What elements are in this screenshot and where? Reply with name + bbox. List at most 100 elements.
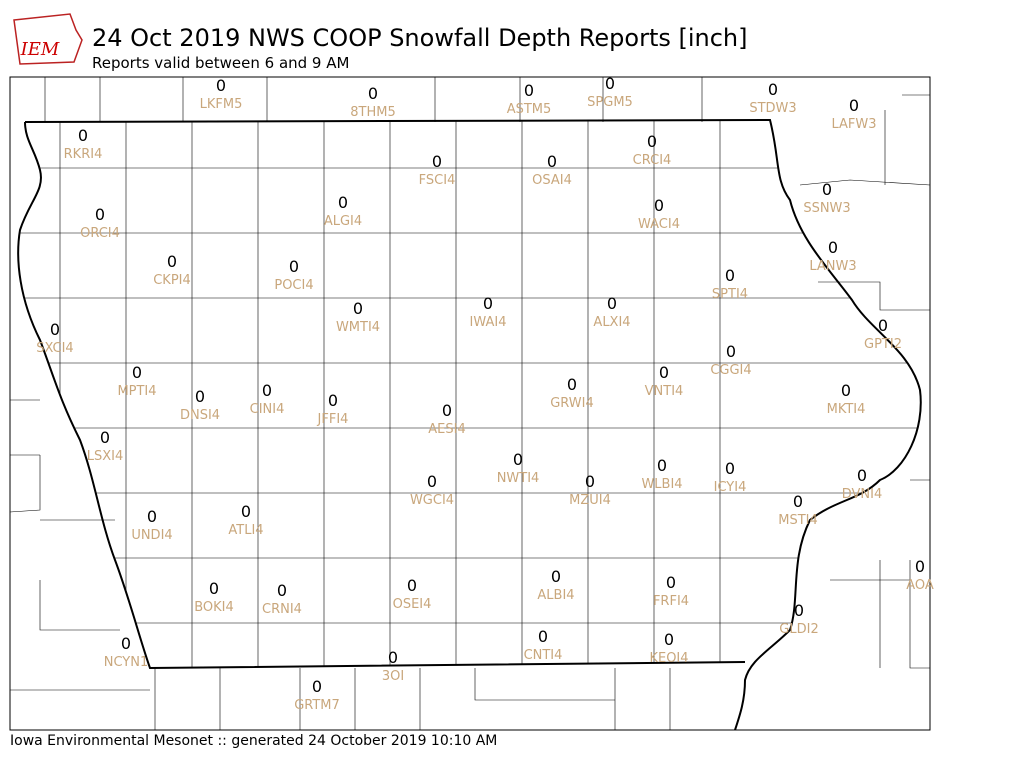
station-id: OSEI4	[393, 597, 432, 612]
station-value: 0	[78, 126, 88, 145]
station-value: 0	[95, 205, 105, 224]
station-value: 0	[664, 630, 674, 649]
station-id: BOKI4	[194, 600, 234, 615]
station: 8THM5 0	[350, 84, 395, 120]
station: IWAI4 0	[470, 294, 507, 330]
station-id: RKRI4	[64, 147, 103, 162]
station-id: 8THM5	[350, 105, 395, 120]
station: GRTM7 0	[294, 677, 340, 713]
station-id: CRNI4	[262, 602, 302, 617]
station: GRWI4 0	[550, 375, 594, 411]
station: WGCI4 0	[410, 472, 454, 508]
station: JFFI4 0	[317, 391, 349, 427]
station-value: 0	[857, 466, 867, 485]
station-id: NCYN1	[104, 655, 149, 670]
station: CINI4 0	[250, 381, 285, 417]
station-id: DNSI4	[180, 408, 220, 423]
station: WACI4 0	[638, 196, 680, 232]
station: KEOI4 0	[649, 630, 688, 666]
station-id: MSTI4	[778, 513, 818, 528]
station-value: 0	[312, 677, 322, 696]
station-id: MPTI4	[117, 384, 156, 399]
station-id: STDW3	[749, 101, 796, 116]
logo: IEM	[13, 13, 83, 65]
station-value: 0	[524, 81, 534, 100]
station-id: GRTM7	[294, 698, 340, 713]
station-value: 0	[432, 152, 442, 171]
station: BOKI4 0	[194, 579, 234, 615]
station-id: MKTI4	[827, 402, 866, 417]
station: OSAI4 0	[532, 152, 572, 188]
station: ALBI4 0	[537, 567, 574, 603]
station-id: LANW3	[809, 259, 856, 274]
station-value: 0	[241, 502, 251, 521]
station: UNDI4 0	[131, 507, 172, 543]
station-id: WLBI4	[641, 477, 682, 492]
station-value: 0	[725, 266, 735, 285]
station-value: 0	[442, 401, 452, 420]
station: AESI4 0	[428, 401, 465, 437]
station-value: 0	[147, 507, 157, 526]
station-id: SPGM5	[587, 95, 633, 110]
station-value: 0	[427, 472, 437, 491]
station: DVNI4 0	[842, 466, 883, 502]
title: 24 Oct 2019 NWS COOP Snowfall Depth Repo…	[92, 24, 748, 52]
station: MZUI4 0	[569, 472, 611, 508]
station-value: 0	[289, 257, 299, 276]
station: ORCI4 0	[80, 205, 120, 241]
station-value: 0	[659, 363, 669, 382]
station: FRFI4 0	[653, 573, 689, 609]
station-id: ALBI4	[537, 588, 574, 603]
station-value: 0	[100, 428, 110, 447]
station: WLBI4 0	[641, 456, 682, 492]
station-id: ALXI4	[593, 315, 630, 330]
station: NWTI4 0	[497, 450, 540, 486]
station-id: ATLI4	[228, 523, 263, 538]
station: SSNW3 0	[803, 180, 850, 216]
station-id: MZUI4	[569, 493, 611, 508]
station-value: 0	[262, 381, 272, 400]
state-border	[17, 118, 922, 731]
station-value: 0	[483, 294, 493, 313]
station: SPTI4 0	[712, 266, 748, 302]
station-value: 0	[328, 391, 338, 410]
station-value: 0	[167, 252, 177, 271]
station-id: WGCI4	[410, 493, 454, 508]
station-id: GRWI4	[550, 396, 594, 411]
station: RKRI4 0	[64, 126, 103, 162]
station: ATLI4 0	[228, 502, 263, 538]
station-id: ALGI4	[324, 214, 362, 229]
station: AOA 0	[906, 557, 934, 593]
station: CNTI4 0	[524, 627, 563, 663]
station-id: SXCI4	[36, 341, 73, 356]
station-value: 0	[368, 84, 378, 103]
station: WMTI4 0	[336, 299, 380, 335]
station-value: 0	[666, 573, 676, 592]
station: FSCI4 0	[419, 152, 456, 188]
station-value: 0	[822, 180, 832, 199]
county-lines	[18, 120, 921, 668]
station-value: 0	[878, 316, 888, 335]
station: ALGI4 0	[324, 193, 362, 229]
station: MSTI4 0	[778, 492, 818, 528]
station: DNSI4 0	[180, 387, 220, 423]
station-value: 0	[585, 472, 595, 491]
station-value: 0	[607, 294, 617, 313]
station: VNTI4 0	[645, 363, 684, 399]
station: ASTM5 0	[507, 81, 552, 117]
station: SPGM5 0	[587, 74, 633, 110]
station-value: 0	[121, 634, 131, 653]
station-id: 3OI	[382, 669, 404, 684]
station-id: VNTI4	[645, 384, 684, 399]
station-value: 0	[513, 450, 523, 469]
station-id: AOA	[906, 578, 934, 593]
station: ICYI4 0	[714, 459, 747, 495]
neighbor-lines	[9, 77, 931, 730]
station-value: 0	[793, 492, 803, 511]
station-id: CKPI4	[153, 273, 191, 288]
subtitle: Reports valid between 6 and 9 AM	[92, 54, 349, 72]
station-id: LSXI4	[87, 449, 124, 464]
station-value: 0	[547, 152, 557, 171]
station-value: 0	[50, 320, 60, 339]
